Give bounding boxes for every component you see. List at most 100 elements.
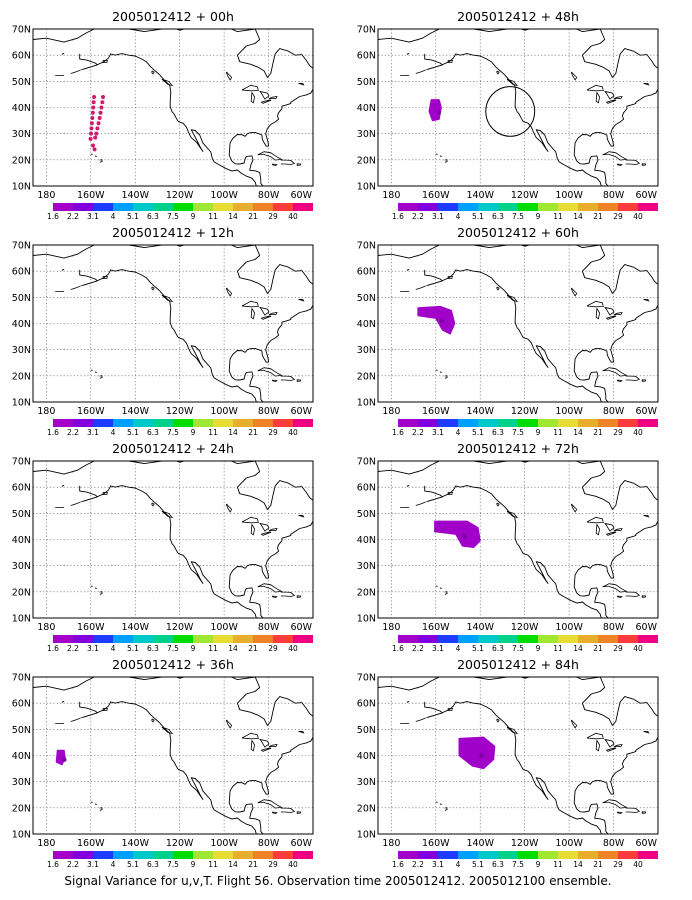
colorbar-label: 29 (613, 860, 623, 869)
colorbar-label: 2.2 (67, 860, 79, 869)
lat-label: 40N (12, 535, 31, 546)
lat-label: 60N (12, 483, 31, 494)
map-area (378, 245, 658, 402)
island-outline (94, 587, 98, 590)
island-outline (444, 159, 448, 163)
panel-title: 2005012412 + 60h (457, 225, 579, 240)
island-outline (151, 286, 155, 291)
observation-point (92, 95, 97, 100)
colorbar-label: 2.2 (412, 428, 424, 437)
island-outline (415, 285, 426, 290)
colorbar-label: 3.1 (87, 428, 99, 437)
island-outline (61, 484, 65, 487)
island-outline (496, 286, 500, 291)
colorbar-label: 14 (228, 860, 238, 869)
colorbar-label: 6.3 (492, 860, 504, 869)
island-outline (406, 700, 410, 703)
lat-label: 40N (357, 751, 376, 762)
lon-label: 140W (121, 190, 149, 201)
island-outline (506, 726, 519, 735)
colorbar-label: 4 (456, 644, 461, 653)
panel-title: 2005012412 + 00h (112, 9, 234, 24)
lat-label: 70N (12, 457, 31, 468)
map-area (378, 29, 658, 186)
colorbar-swatch (53, 419, 73, 427)
lon-label: 180 (382, 622, 400, 633)
colorbar-label: 3.1 (432, 644, 444, 653)
colorbar-label: 3.1 (432, 428, 444, 437)
colorbar-swatch (273, 419, 293, 427)
map-area (378, 461, 658, 618)
island-outline (643, 515, 650, 518)
colorbar-label: 5.1 (472, 860, 484, 869)
colorbar-label: 6.3 (492, 212, 504, 221)
colorbar-label: 14 (228, 428, 238, 437)
colorbar-swatch (193, 203, 213, 211)
colorbar-swatch (293, 635, 313, 643)
island-outline (400, 74, 410, 76)
observation-point (89, 121, 94, 126)
colorbar-swatch (538, 203, 558, 211)
colorbar-label: 11 (553, 212, 563, 221)
coastline (228, 304, 313, 402)
colorbar-swatch (213, 203, 233, 211)
lat-label: 50N (357, 725, 376, 736)
lat-label: 30N (357, 777, 376, 788)
island-outline (444, 591, 448, 595)
island-outline (506, 78, 519, 87)
island-outline (400, 290, 410, 293)
island-outline (280, 159, 296, 165)
colorbar-label: 11 (553, 860, 563, 869)
colorbar-label: 9 (191, 428, 196, 437)
island-outline (280, 807, 296, 813)
lon-label: 80W (258, 838, 280, 849)
lon-label: 160W (77, 838, 105, 849)
lon-label: 140W (121, 622, 149, 633)
island-outline (643, 298, 650, 302)
island-outline (616, 379, 623, 383)
island-outline (99, 375, 103, 379)
island-outline (70, 285, 81, 290)
colorbar-label: 29 (613, 428, 623, 437)
observation-point (90, 115, 95, 120)
colorbar-label: 9 (536, 644, 541, 653)
island-outline (298, 83, 305, 86)
colorbar-label: 40 (633, 644, 643, 653)
coastline (79, 53, 258, 186)
colorbar-swatch (173, 635, 193, 643)
coastline (573, 304, 658, 402)
map-area (33, 677, 313, 834)
lat-label: 40N (357, 319, 376, 330)
lon-label: 100W (555, 190, 583, 201)
lat-label: 50N (12, 77, 31, 88)
colorbar: 1.6 2.2 3.1 4 5.1 6.3 7.5 9 11 14 21 29 40 (47, 635, 313, 653)
lat-label: 70N (12, 25, 31, 36)
colorbar-swatch (213, 419, 233, 427)
colorbar-label: 1.6 (392, 644, 404, 653)
colorbar-swatch (538, 635, 558, 643)
colorbar: 1.6 2.2 3.1 4 5.1 6.3 7.5 9 11 14 21 29 40 (392, 419, 658, 437)
island-outline (298, 731, 305, 734)
island-outline (496, 70, 500, 75)
island-outline (415, 501, 426, 506)
observation-point (95, 126, 100, 131)
colorbar-swatch (93, 203, 113, 211)
lon-label: 100W (210, 406, 238, 417)
colorbar-label: 40 (288, 644, 298, 653)
island-outline (595, 92, 601, 104)
colorbar-label: 3.1 (87, 212, 99, 221)
lat-label: 50N (357, 509, 376, 520)
island-outline (406, 268, 410, 271)
island-outline (296, 595, 302, 598)
colorbar-swatch (578, 203, 598, 211)
coastline (33, 461, 313, 510)
lon-label: 60W (636, 622, 658, 633)
colorbar-swatch (618, 419, 638, 427)
colorbar-swatch (458, 419, 478, 427)
island-outline (296, 163, 302, 166)
map-panel: 2005012412 + 48h 70N 60N 50N 40N 30N 20N 10N 180… (357, 9, 659, 221)
island-outline (257, 799, 283, 809)
map-area (33, 245, 313, 402)
colorbar-swatch (598, 851, 618, 859)
lon-label: 120W (166, 190, 194, 201)
